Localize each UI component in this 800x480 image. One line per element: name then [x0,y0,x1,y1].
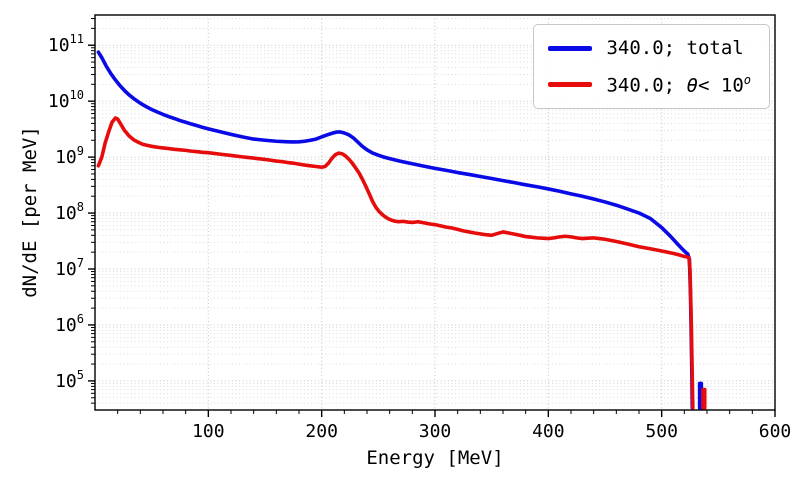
chart-legend: 340.0; total 340.0; θ< 10o [533,24,770,110]
legend-label-total: 340.0; total [606,37,744,59]
svg-text:106: 106 [55,312,84,336]
y-axis-label: dN/dE [per MeV] [19,126,41,298]
legend-item-total: 340.0; total [548,37,751,59]
svg-text:200: 200 [305,421,338,442]
series-theta_lt_10deg [96,116,707,410]
svg-text:105: 105 [55,368,84,392]
svg-text:100: 100 [192,421,225,442]
x-axis-label: Energy [MeV] [366,447,504,469]
svg-text:1010: 1010 [48,88,84,112]
svg-text:108: 108 [55,200,84,224]
legend-label-theta: 340.0; θ< 10o [606,73,751,97]
svg-text:300: 300 [419,421,452,442]
axes: 100 200 300 400 500 600 105 106 107 108 109 1010 101… [48,18,792,442]
svg-text:400: 400 [532,421,565,442]
svg-text:107: 107 [55,256,84,280]
legend-item-theta: 340.0; θ< 10o [548,73,751,96]
legend-line-total-icon [548,45,593,51]
legend-line-theta-icon [548,82,593,88]
svg-text:109: 109 [55,144,84,168]
svg-text:500: 500 [645,421,678,442]
svg-text:1011: 1011 [48,32,84,56]
svg-text:600: 600 [759,421,792,442]
